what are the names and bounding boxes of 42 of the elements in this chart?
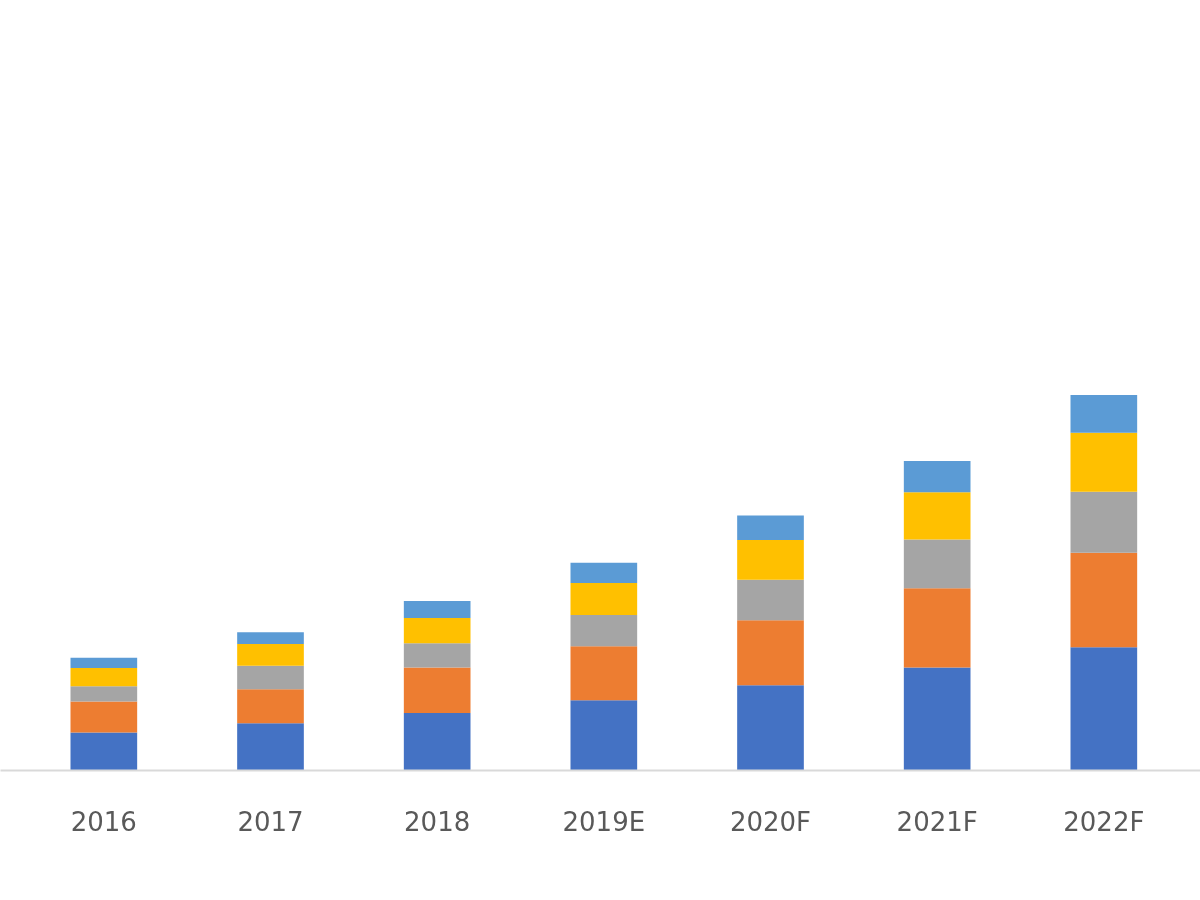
bar (70, 701, 138, 733)
x-tick-label: 2020F (729, 806, 812, 837)
bar (570, 615, 638, 647)
x-tick-label: 2018 (404, 806, 471, 837)
bar (1070, 647, 1138, 771)
bar (903, 667, 971, 771)
bar (903, 588, 971, 668)
bar (70, 667, 138, 687)
bar (403, 667, 471, 714)
bar (570, 646, 638, 701)
bar (403, 713, 471, 771)
x-tick-label: 2017 (237, 806, 304, 837)
bar (237, 689, 304, 724)
bar (570, 583, 638, 615)
bar (70, 657, 138, 668)
bar (70, 686, 138, 702)
bar (237, 632, 304, 644)
bar (737, 579, 804, 621)
bar (737, 515, 804, 540)
bar (70, 732, 138, 771)
bar (237, 643, 304, 666)
bar (403, 618, 471, 644)
bar (570, 700, 638, 771)
bar (403, 601, 471, 618)
x-tick-label: 2019E (562, 806, 646, 837)
bar (1070, 491, 1138, 553)
bar (903, 539, 971, 589)
bar (1070, 432, 1138, 492)
x-tick-label: 2022F (1063, 806, 1145, 837)
bar (903, 461, 971, 493)
x-tick-label: 2016 (70, 806, 137, 837)
bar (570, 562, 638, 584)
bar (737, 539, 804, 580)
bar (237, 665, 304, 690)
bar (903, 492, 971, 540)
bar (737, 685, 804, 771)
bar (403, 643, 471, 668)
x-tick-label: 2021F (896, 806, 978, 837)
bar (1070, 394, 1138, 433)
bar (737, 620, 804, 686)
bar (1070, 552, 1138, 648)
bar (237, 723, 304, 771)
